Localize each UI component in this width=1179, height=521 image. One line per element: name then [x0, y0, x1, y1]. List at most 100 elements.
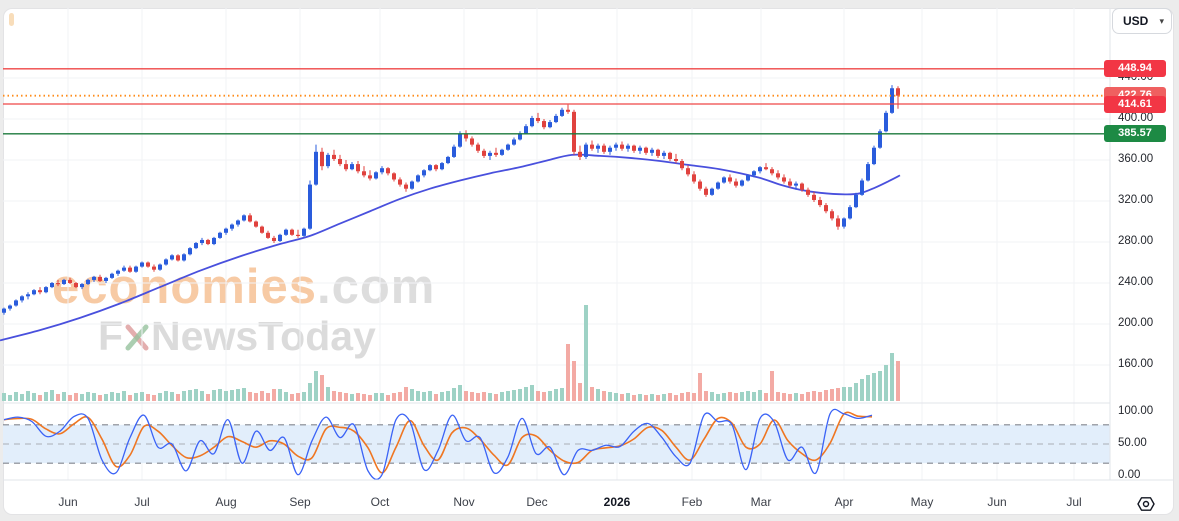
candle[interactable] — [164, 258, 168, 266]
candle[interactable] — [416, 174, 420, 183]
candle[interactable] — [692, 171, 696, 184]
candle[interactable] — [392, 172, 396, 182]
candle[interactable] — [542, 119, 546, 130]
candle[interactable] — [536, 112, 540, 124]
price-level-badge[interactable]: 385.57 — [1104, 125, 1166, 143]
candle[interactable] — [398, 177, 402, 187]
candle[interactable] — [248, 213, 252, 223]
watermark-toggle-button[interactable] — [1136, 495, 1156, 513]
candle[interactable] — [56, 279, 60, 287]
candle[interactable] — [422, 169, 426, 178]
candle[interactable] — [218, 231, 222, 239]
candle[interactable] — [818, 196, 822, 208]
candle[interactable] — [116, 269, 120, 276]
time-axis[interactable]: Jun Jul Aug Sep Oct Nov Dec 2026 Feb Mar Apr May Jun… — [3, 481, 1174, 514]
candle[interactable] — [236, 219, 240, 227]
candle[interactable] — [278, 233, 282, 242]
candle[interactable] — [86, 278, 90, 286]
candle[interactable] — [890, 85, 894, 114]
candle[interactable] — [380, 166, 384, 175]
candle[interactable] — [572, 109, 576, 155]
candle[interactable] — [788, 178, 792, 188]
levels-layer[interactable] — [3, 68, 1110, 135]
candle[interactable] — [170, 254, 174, 261]
candle[interactable] — [128, 265, 132, 273]
candle[interactable] — [212, 236, 216, 246]
candle[interactable] — [176, 254, 180, 262]
candle[interactable] — [650, 147, 654, 156]
candle[interactable] — [614, 142, 618, 151]
candle[interactable] — [668, 151, 672, 162]
candle[interactable] — [254, 220, 258, 228]
candle[interactable] — [32, 289, 36, 296]
candle[interactable] — [878, 129, 882, 149]
candle[interactable] — [110, 272, 114, 279]
candle[interactable] — [512, 137, 516, 146]
candle[interactable] — [374, 171, 378, 180]
candle[interactable] — [812, 191, 816, 203]
candle[interactable] — [752, 170, 756, 178]
candle[interactable] — [188, 247, 192, 256]
candle[interactable] — [860, 178, 864, 196]
candle[interactable] — [758, 166, 762, 174]
candle[interactable] — [872, 145, 876, 166]
candle[interactable] — [410, 180, 414, 190]
candle[interactable] — [842, 217, 846, 229]
candle[interactable] — [884, 110, 888, 133]
candle[interactable] — [332, 149, 336, 162]
candle[interactable] — [500, 148, 504, 156]
candle[interactable] — [452, 144, 456, 158]
candle[interactable] — [794, 181, 798, 190]
candle[interactable] — [548, 120, 552, 129]
candle[interactable] — [242, 214, 246, 222]
candle[interactable] — [530, 115, 534, 128]
candle[interactable] — [770, 167, 774, 176]
candle[interactable] — [38, 287, 42, 295]
candle[interactable] — [350, 162, 354, 171]
candle[interactable] — [476, 142, 480, 153]
candle[interactable] — [386, 167, 390, 176]
candle[interactable] — [14, 299, 18, 307]
candle[interactable] — [98, 274, 102, 282]
candle[interactable] — [368, 170, 372, 181]
candle[interactable] — [146, 261, 150, 268]
candle[interactable] — [470, 136, 474, 147]
candle[interactable] — [194, 242, 198, 250]
candle[interactable] — [80, 283, 84, 290]
candle[interactable] — [338, 154, 342, 167]
candle[interactable] — [680, 158, 684, 171]
candle[interactable] — [566, 104, 570, 114]
candle[interactable] — [524, 124, 528, 135]
candle[interactable] — [632, 144, 636, 153]
candle[interactable] — [494, 147, 498, 157]
candle[interactable] — [776, 170, 780, 180]
candle[interactable] — [716, 181, 720, 190]
candle[interactable] — [326, 152, 330, 169]
candle[interactable] — [554, 113, 558, 124]
candle[interactable] — [260, 225, 264, 234]
candle[interactable] — [620, 141, 624, 151]
candle[interactable] — [506, 143, 510, 151]
candle[interactable] — [656, 148, 660, 158]
candle[interactable] — [314, 144, 318, 186]
candle[interactable] — [602, 143, 606, 154]
candle[interactable] — [284, 228, 288, 236]
candle[interactable] — [734, 178, 738, 188]
candle[interactable] — [644, 146, 648, 155]
candle[interactable] — [746, 174, 750, 182]
candle[interactable] — [344, 160, 348, 172]
candle[interactable] — [866, 162, 870, 182]
candle[interactable] — [434, 164, 438, 172]
candle[interactable] — [158, 263, 162, 271]
candle[interactable] — [272, 235, 276, 244]
candle[interactable] — [104, 276, 108, 283]
candle[interactable] — [182, 253, 186, 262]
candle[interactable] — [674, 153, 678, 164]
candle[interactable] — [302, 227, 306, 237]
candle[interactable] — [134, 265, 138, 273]
candle[interactable] — [488, 150, 492, 160]
candle[interactable] — [608, 145, 612, 155]
candle[interactable] — [854, 192, 858, 209]
candle[interactable] — [200, 237, 204, 246]
